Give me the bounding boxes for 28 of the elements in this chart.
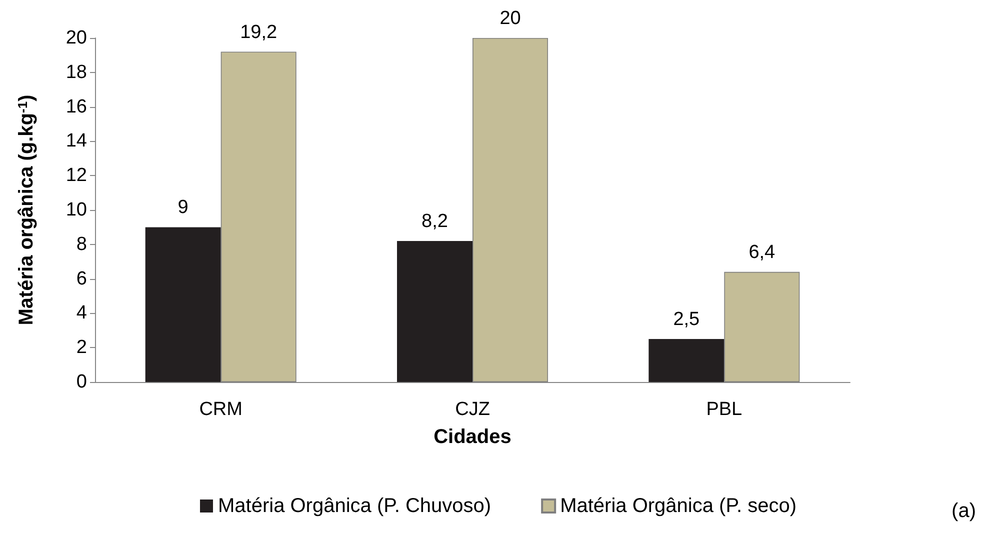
y-tick-label: 8 xyxy=(76,234,87,255)
data-label: 8,2 xyxy=(422,210,448,232)
text: (a) xyxy=(952,500,976,522)
data-label: 2,5 xyxy=(673,309,700,330)
x-tick-label: CJZ xyxy=(455,399,490,420)
y-tick-label: 12 xyxy=(66,165,87,186)
y-tick-label: 20 xyxy=(66,28,87,48)
x-tick-label: PBL xyxy=(706,399,742,420)
y-tick-label: 14 xyxy=(66,130,88,152)
x-tick-label: CRM xyxy=(199,399,242,420)
y-tick-label: 6 xyxy=(76,268,87,290)
bar xyxy=(648,339,724,382)
bar xyxy=(145,227,221,382)
y-tick-label: 2 xyxy=(76,337,87,358)
bar xyxy=(397,240,472,382)
data-label: 20 xyxy=(500,8,521,29)
data-label: 9 xyxy=(178,197,188,218)
legend-label: Matéria Orgânica (P. seco) xyxy=(560,495,796,517)
y-tick-label: 10 xyxy=(66,200,87,220)
data-label: 19,2 xyxy=(240,22,278,43)
y-tick-label: 18 xyxy=(66,62,87,83)
x-axis-title: Cidades xyxy=(434,426,512,448)
legend-label: Matéria Orgânica (P. Chuvoso) xyxy=(218,495,492,517)
y-tick-label: 16 xyxy=(66,96,87,118)
data-label: 6,4 xyxy=(748,242,776,263)
y-tick-label: 4 xyxy=(76,302,88,324)
y-tick-label: 0 xyxy=(76,372,87,392)
y-axis-title: Matéria orgânica (g.kg-1) xyxy=(15,94,38,326)
